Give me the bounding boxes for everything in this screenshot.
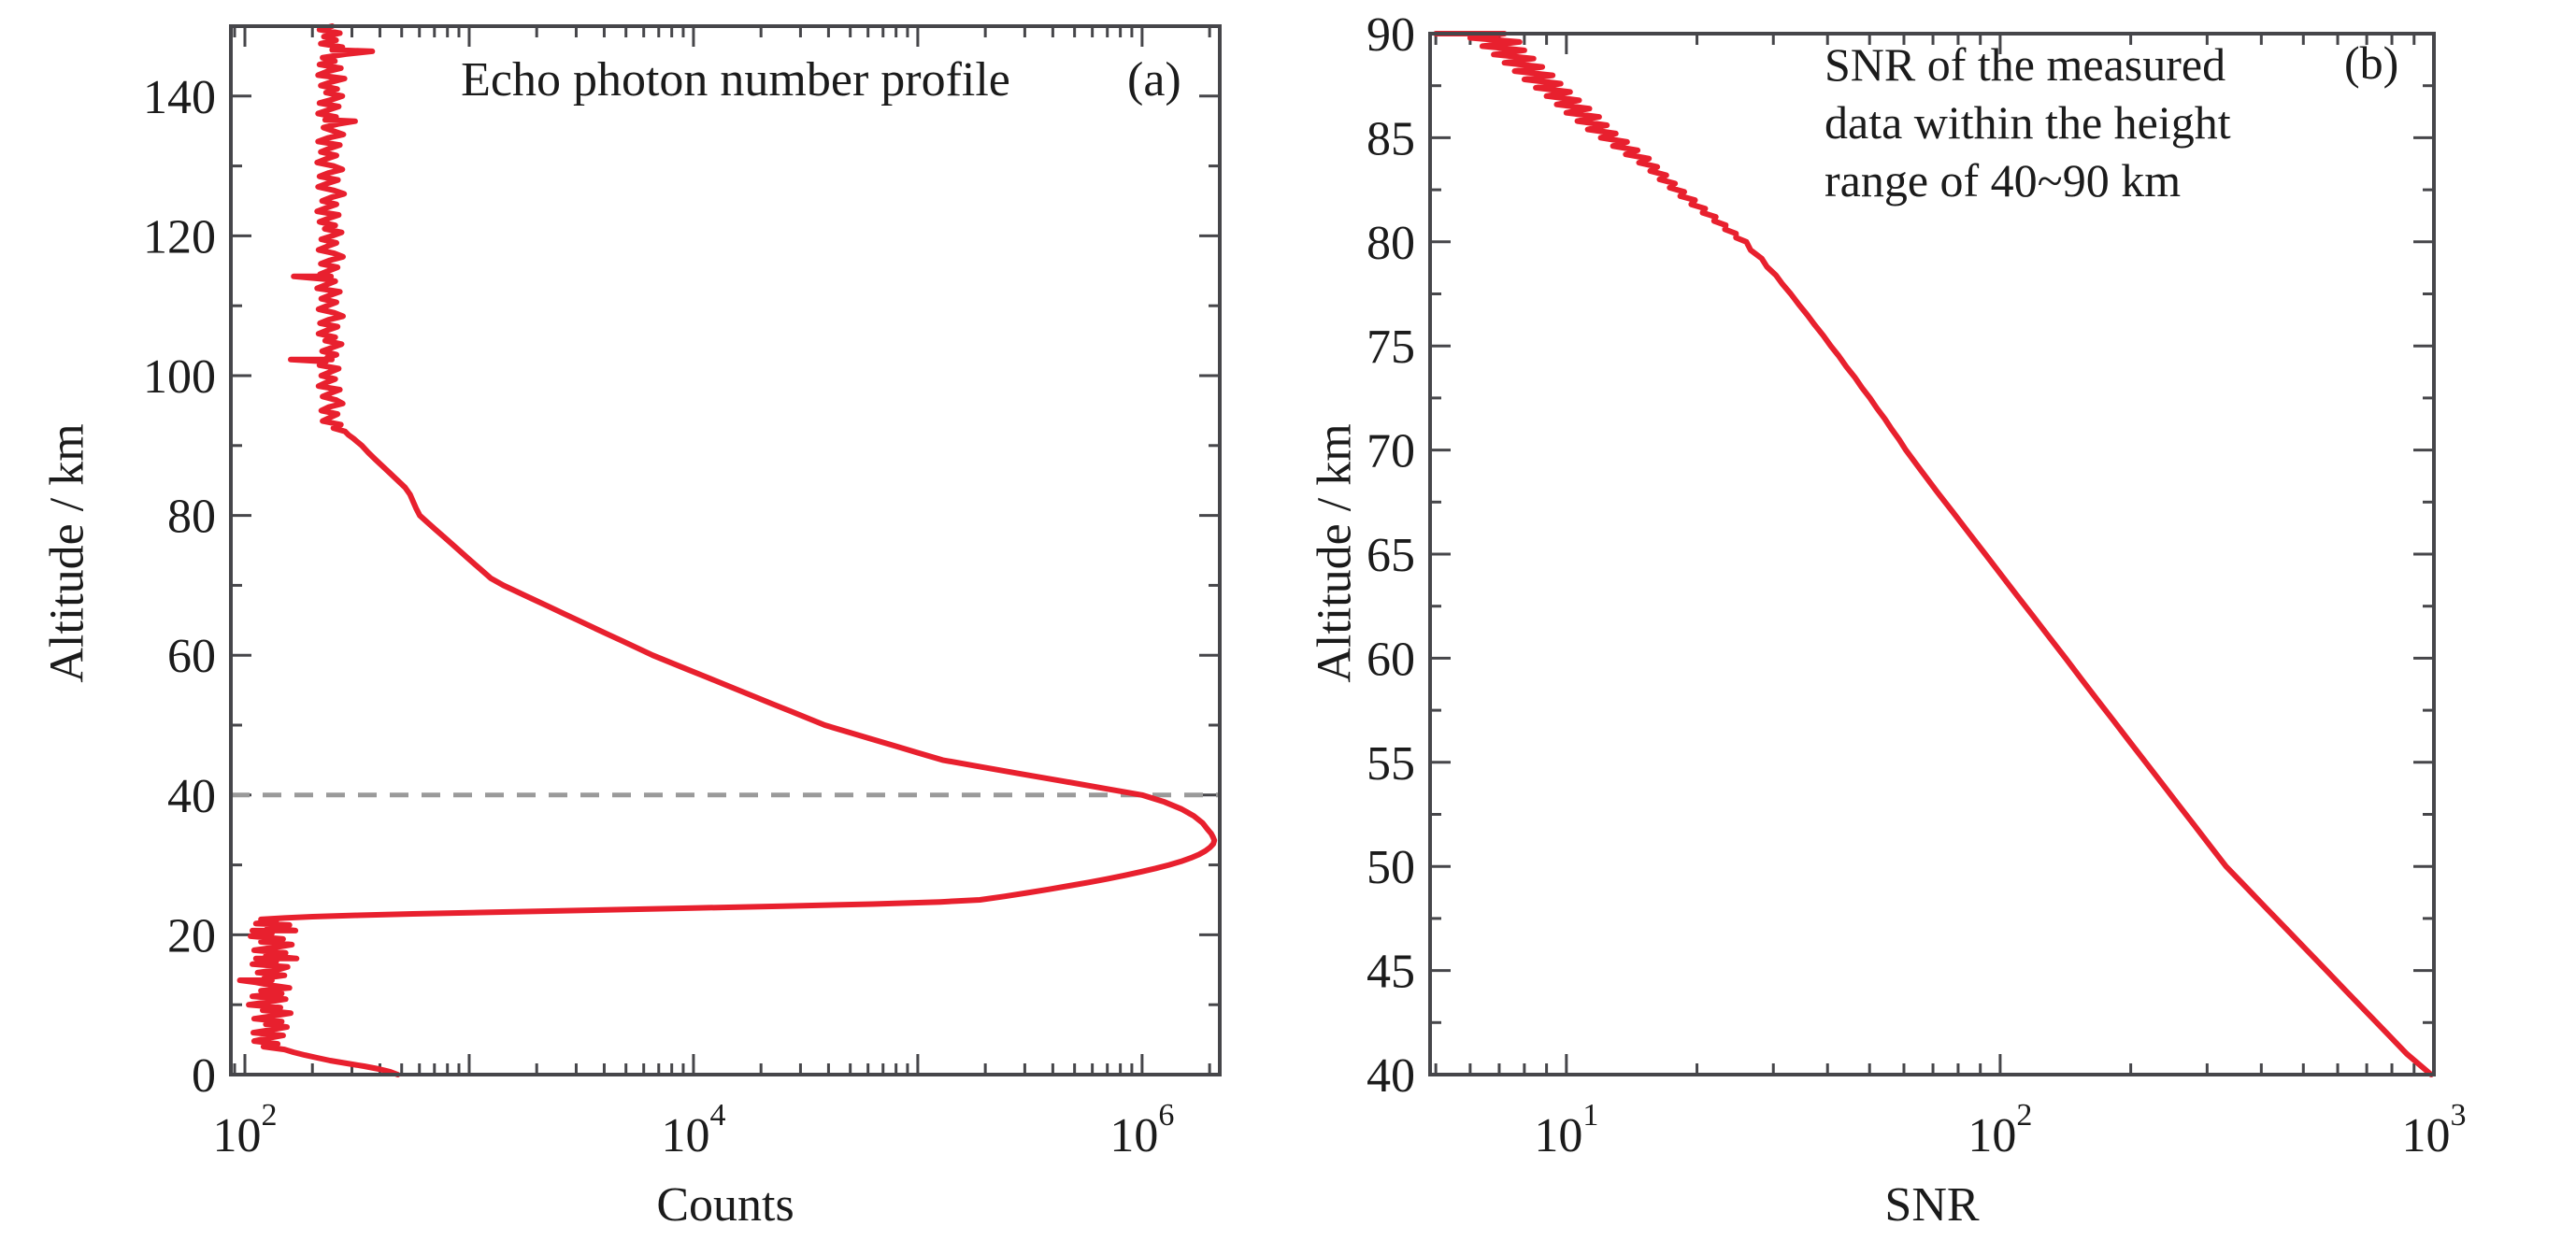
y-tick-label: 55 xyxy=(1367,737,1415,791)
y-tick-label: 70 xyxy=(1367,425,1415,478)
y-tick-label: 0 xyxy=(192,1049,216,1103)
x-tick-label: 102 xyxy=(1968,1098,2032,1162)
panel-b-plot: 101 102 103 40 45 50 55 60 65 70 75 80 85 90 xyxy=(1367,8,2467,1162)
panel-a-y-axis-label: Altitude / km xyxy=(40,423,94,683)
y-tick-label: 40 xyxy=(1367,1049,1415,1103)
y-tick-label: 50 xyxy=(1367,841,1415,894)
plot-box-a xyxy=(229,24,1222,1076)
panel-b-x-axis-label: SNR xyxy=(1884,1178,1980,1232)
y-tick-label: 120 xyxy=(143,210,216,264)
y-tick-label: 85 xyxy=(1367,112,1415,165)
panel-a-label: (a) xyxy=(1127,53,1181,107)
y-tick-label: 60 xyxy=(1367,633,1415,686)
panel-a-x-axis-label: Counts xyxy=(656,1178,794,1232)
y-tick-label: 65 xyxy=(1367,529,1415,582)
y-tick-label: 90 xyxy=(1367,8,1415,62)
y-tick-label: 45 xyxy=(1367,946,1415,999)
plot-box-b xyxy=(1428,32,2436,1076)
y-tick-label: 20 xyxy=(167,909,216,962)
y-tick-label: 100 xyxy=(143,350,216,404)
y-tick-label: 40 xyxy=(167,770,216,823)
panel-b-title: SNR of the measured data within the heig… xyxy=(1825,38,2231,207)
y-tick-label: 60 xyxy=(167,630,216,683)
y-tick-label: 75 xyxy=(1367,321,1415,374)
x-tick-label: 102 xyxy=(212,1098,277,1162)
y-tick-label: 80 xyxy=(1367,217,1415,270)
panel-a-plot: 102 104 106 0 20 40 60 80 100 120 140 xyxy=(143,23,1222,1162)
panel-a-title: Echo photon number profile xyxy=(461,53,1010,107)
echo-profile-curve xyxy=(236,23,1218,1077)
x-tick-label: 104 xyxy=(661,1098,725,1162)
snr-curve xyxy=(1433,31,2434,1077)
y-tick-label: 80 xyxy=(167,491,216,544)
panel-b-y-axis-label: Altitude / km xyxy=(1308,423,1362,683)
x-tick-label: 106 xyxy=(1109,1098,1174,1162)
panel-b-label: (b) xyxy=(2344,36,2399,89)
y-tick-label: 140 xyxy=(143,71,216,124)
x-tick-label: 101 xyxy=(1534,1098,1598,1162)
x-tick-label: 103 xyxy=(2402,1098,2467,1162)
